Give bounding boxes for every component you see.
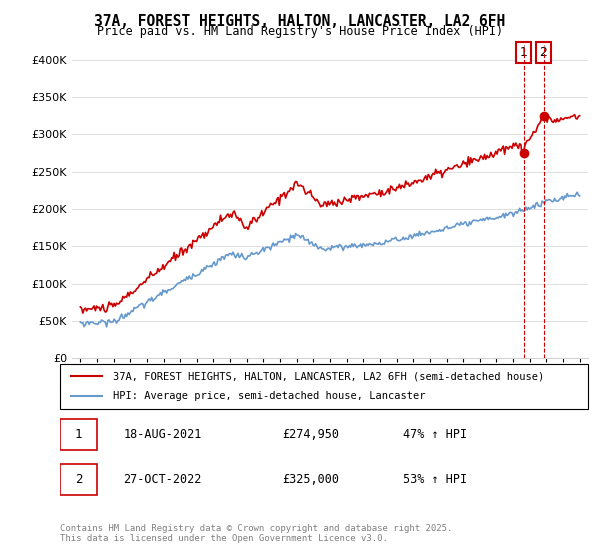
Text: Contains HM Land Registry data © Crown copyright and database right 2025.
This d: Contains HM Land Registry data © Crown c… <box>60 524 452 543</box>
Text: Price paid vs. HM Land Registry's House Price Index (HPI): Price paid vs. HM Land Registry's House … <box>97 25 503 38</box>
Text: 27-OCT-2022: 27-OCT-2022 <box>124 473 202 486</box>
Text: 2: 2 <box>539 46 547 59</box>
FancyBboxPatch shape <box>60 419 97 450</box>
Text: £274,950: £274,950 <box>282 428 339 441</box>
Text: 1: 1 <box>75 428 82 441</box>
FancyBboxPatch shape <box>60 364 588 409</box>
Text: 53% ↑ HPI: 53% ↑ HPI <box>403 473 467 486</box>
Text: 47% ↑ HPI: 47% ↑ HPI <box>403 428 467 441</box>
Text: £325,000: £325,000 <box>282 473 339 486</box>
Text: 18-AUG-2021: 18-AUG-2021 <box>124 428 202 441</box>
Text: 37A, FOREST HEIGHTS, HALTON, LANCASTER, LA2 6FH (semi-detached house): 37A, FOREST HEIGHTS, HALTON, LANCASTER, … <box>113 371 544 381</box>
Text: 37A, FOREST HEIGHTS, HALTON, LANCASTER, LA2 6FH: 37A, FOREST HEIGHTS, HALTON, LANCASTER, … <box>94 14 506 29</box>
Text: HPI: Average price, semi-detached house, Lancaster: HPI: Average price, semi-detached house,… <box>113 391 425 402</box>
FancyBboxPatch shape <box>60 464 97 495</box>
Text: 2: 2 <box>75 473 82 486</box>
Text: 1: 1 <box>520 46 527 59</box>
